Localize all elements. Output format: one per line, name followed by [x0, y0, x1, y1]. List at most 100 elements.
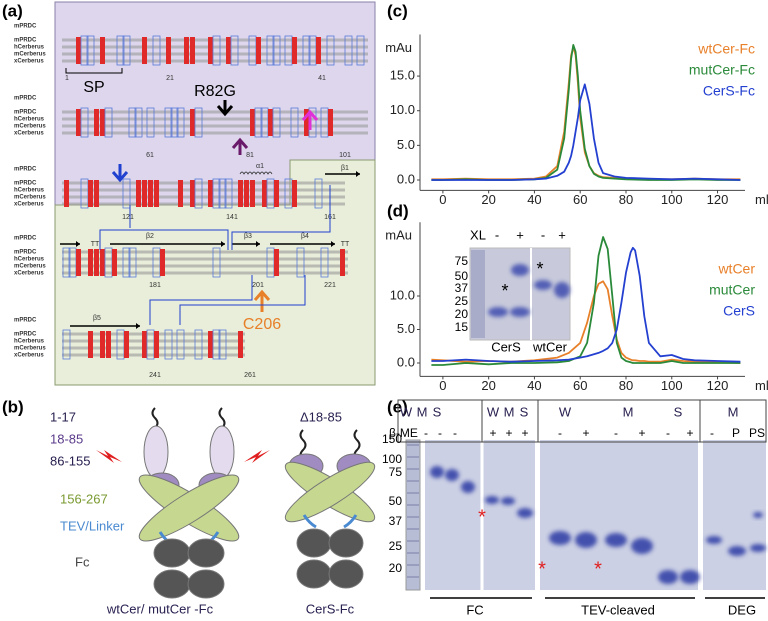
similar-column [152, 35, 161, 66]
marker-label: 75 [389, 465, 403, 479]
reducing-flag: - [424, 426, 428, 440]
legend-entry: mutCer-Fc [689, 62, 755, 78]
x-axis-label: ml [755, 378, 768, 393]
gel-band [511, 264, 529, 276]
conserved-column [142, 180, 147, 207]
reducing-flag: + [582, 426, 589, 440]
signal-peptide-label: SP [83, 79, 104, 96]
secondary-structure: β3 [244, 233, 252, 240]
sequence-row [62, 339, 245, 343]
x-tick-label: 0 [439, 378, 446, 393]
mutation-arrow-head [216, 105, 234, 117]
inset-marker-lane [471, 250, 485, 338]
x-tick-label: 80 [619, 378, 633, 393]
strand-head [136, 323, 140, 329]
similar-column [170, 107, 179, 138]
conserved-column [208, 37, 213, 64]
reducing-flag: PS [749, 426, 765, 440]
similar-column [176, 329, 185, 360]
inset-marker-label: 50 [455, 269, 469, 283]
conserved-column [100, 331, 105, 358]
conserved-column [88, 331, 93, 358]
sequence-name: xCerberus [14, 59, 44, 65]
conserved-column [124, 331, 129, 358]
similar-column [302, 35, 311, 66]
similar-column [164, 107, 173, 138]
purple-arrow-head [231, 137, 249, 149]
x-tick-label: 40 [527, 378, 541, 393]
conserved-column [64, 180, 69, 207]
conserved-column [88, 180, 93, 207]
conserved-column [148, 180, 153, 207]
similar-column [224, 178, 233, 209]
similar-column [290, 107, 299, 138]
sequence-name: hCerberus [14, 117, 45, 123]
position-number: 141 [226, 214, 238, 221]
fc-domain [328, 559, 364, 589]
sequence-row [62, 271, 348, 275]
conserved-column [208, 180, 213, 207]
linker [343, 514, 358, 529]
gel-band [461, 481, 475, 493]
sequence-name: mPRDC [14, 181, 37, 187]
cysteine-arrow-head [253, 289, 271, 301]
conserved-column [226, 37, 231, 64]
x-tick-label: 20 [481, 192, 495, 207]
legend-entry: CerS-Fc [703, 83, 755, 99]
sequence-name: mCerberus [14, 346, 46, 352]
similar-column [314, 178, 323, 209]
lane-group: M [417, 404, 428, 419]
reducing-flag: + [686, 426, 693, 440]
gel-band [488, 307, 508, 317]
disulfide-line [231, 185, 331, 250]
gel-background [540, 440, 698, 590]
sequence-row [62, 346, 245, 350]
conserved-column [94, 109, 99, 136]
sequence-name: xCerberus [14, 202, 44, 208]
similar-column [122, 178, 131, 209]
sequence-row [62, 202, 345, 206]
sequence-name: mCerberus [14, 124, 46, 130]
position-number: 61 [146, 152, 154, 159]
conserved-column [316, 37, 321, 64]
gel-band [549, 531, 571, 545]
position-number: 241 [149, 372, 161, 379]
legend-entry: wtCer-Fc [697, 41, 755, 57]
sequence-row [62, 264, 348, 268]
position-number: 181 [149, 282, 161, 289]
secondary-structure: TT [341, 241, 350, 248]
conserved-column [274, 249, 279, 276]
sequence-row [62, 332, 245, 336]
disulfide-line [99, 229, 229, 250]
x-tick-label: 0 [439, 192, 446, 207]
similar-column [146, 107, 155, 138]
conserved-column [178, 180, 183, 207]
gel-band [753, 512, 763, 518]
sequence-name: xCerberus [14, 131, 44, 137]
sequence-row [62, 131, 368, 135]
fc-domain [296, 559, 332, 589]
similar-column [62, 247, 71, 278]
secondary-structure: β2 [146, 233, 154, 240]
panel-label: (c) [387, 1, 408, 20]
disulfide-line [179, 275, 306, 325]
inset-star: * [536, 259, 543, 279]
section-label: FC [466, 602, 483, 617]
similar-column [344, 35, 353, 66]
x-tick-label: 100 [661, 192, 683, 207]
sequence-row [62, 110, 368, 114]
legend-entry: wtCer [717, 261, 755, 277]
conserved-column [190, 37, 195, 64]
similar-column [296, 247, 305, 278]
sequence-name: hCerberus [14, 188, 45, 194]
similar-column [194, 107, 203, 138]
gel-band [605, 533, 627, 547]
conserved-column [268, 109, 273, 136]
gel-band [517, 508, 533, 518]
conserved-column [94, 180, 99, 207]
domain-18-85 [143, 425, 169, 479]
gel-band [706, 536, 722, 544]
domain-label: TEV/Linker [60, 518, 125, 533]
panel-label: (d) [387, 201, 409, 220]
domain-156-267 [138, 474, 240, 542]
